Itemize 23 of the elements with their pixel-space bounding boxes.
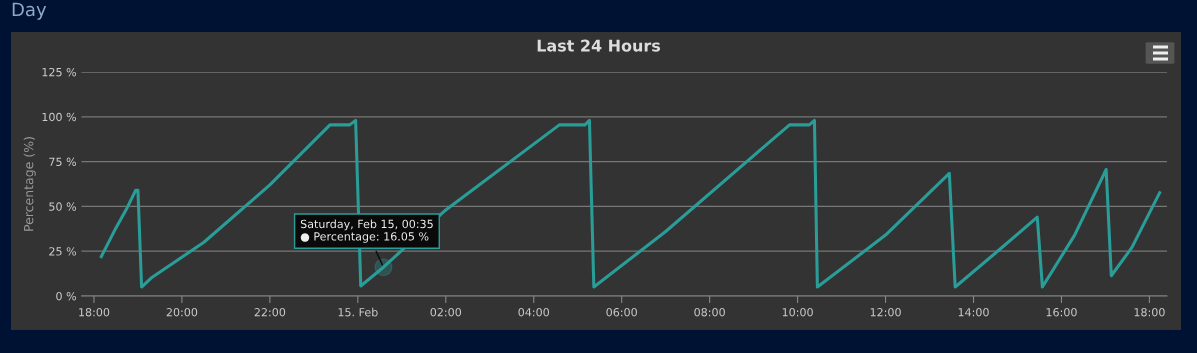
y-tick-label: 75 % (49, 157, 77, 166)
x-tick-label: 14:00 (958, 308, 989, 317)
text: Day (12, 2, 47, 20)
x-tick-label: 15. Feb (338, 307, 378, 317)
x-tick-label: 22:00 (254, 308, 286, 317)
x-tick-label: 18:00 (79, 308, 110, 317)
x-tick-label: 20:00 (166, 308, 198, 317)
x-tick-label: 04:00 (518, 308, 549, 317)
x-tick-label: 10:00 (782, 308, 813, 317)
y-tick-label: 100 % (42, 112, 77, 122)
x-tick-label: 06:00 (606, 308, 637, 317)
x-tick-label: 12:00 (870, 308, 901, 317)
x-tick-label: 18:00 (1134, 308, 1165, 317)
x-tick-label: 02:00 (430, 308, 462, 317)
annotation: Saturday, Feb 15, 00:35 ● Percentage: 16.05 % (300, 219, 433, 243)
x-tick-label: 16:00 (1046, 308, 1077, 317)
y-tick-label: 125 % (42, 67, 77, 77)
y-tick-label: 25 % (49, 247, 77, 256)
chart-title: Last 24 Hours (537, 39, 661, 52)
y-tick-label: 50 % (49, 202, 77, 211)
y-axis-title: Percentage (%) (23, 137, 36, 231)
y-tick-label: 0 % (56, 291, 77, 301)
x-tick-label: 08:00 (694, 308, 725, 317)
